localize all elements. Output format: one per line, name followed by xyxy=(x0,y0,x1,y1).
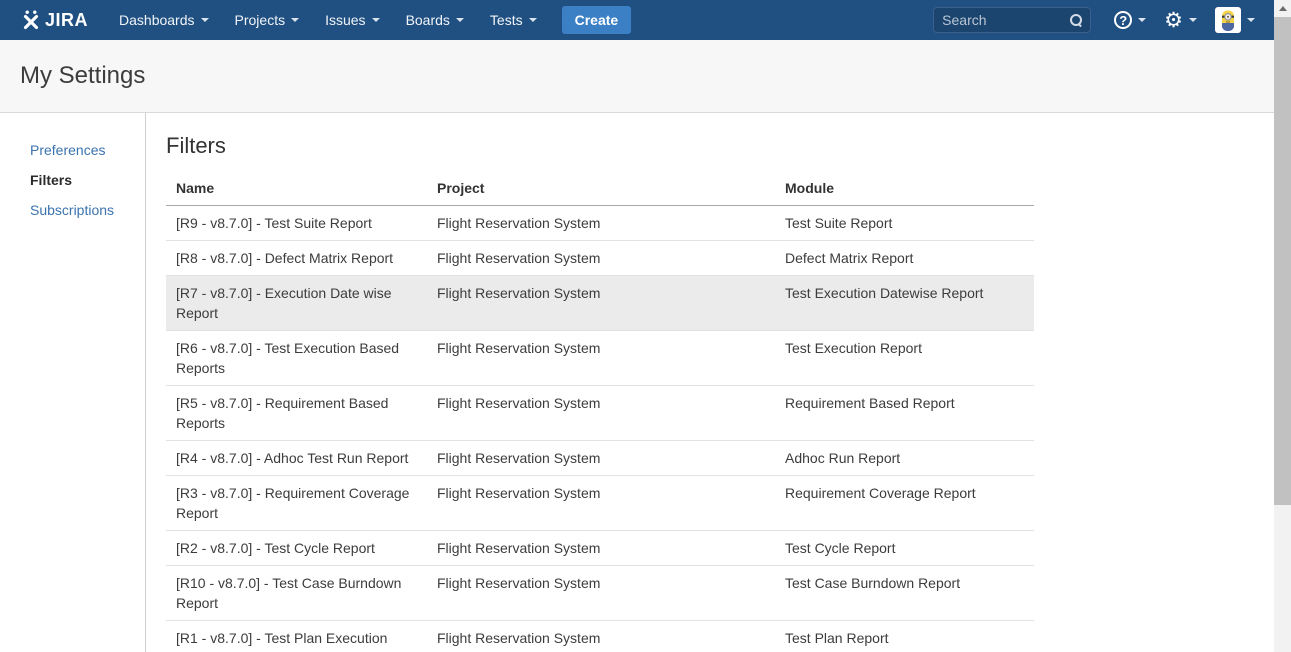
nav-item-label: Dashboards xyxy=(119,12,195,28)
cell-module: Test Suite Report xyxy=(775,205,1034,241)
gear-icon: ⚙ xyxy=(1164,7,1183,32)
table-header-row: Name Project Module xyxy=(166,175,1034,206)
cell-module: Test Case Burndown Report xyxy=(775,565,1034,621)
page-header: My Settings xyxy=(0,40,1274,113)
cell-name: [R5 - v8.7.0] - Requirement Based Report… xyxy=(166,385,427,441)
cell-name: [R2 - v8.7.0] - Test Cycle Report xyxy=(166,530,427,566)
cell-module: Requirement Based Report xyxy=(775,385,1034,441)
cell-name: [R10 - v8.7.0] - Test Case Burndown Repo… xyxy=(166,565,427,621)
avatar xyxy=(1215,7,1241,33)
table-row[interactable]: [R3 - v8.7.0] - Requirement Coverage Rep… xyxy=(166,475,1034,531)
chevron-down-icon xyxy=(455,18,464,22)
cell-project: Flight Reservation System xyxy=(427,240,775,276)
cell-module: Adhoc Run Report xyxy=(775,440,1034,476)
cell-project: Flight Reservation System xyxy=(427,440,775,476)
scrollbar-up-button[interactable] xyxy=(1274,0,1291,17)
chevron-down-icon xyxy=(1247,18,1255,22)
jira-logo[interactable]: JIRA xyxy=(20,9,88,31)
table-row[interactable]: [R1 - v8.7.0] - Test Plan Execution Fligh… xyxy=(166,620,1034,652)
content-area: Preferences Filters Subscriptions Filters … xyxy=(0,113,1274,652)
table-row[interactable]: [R2 - v8.7.0] - Test Cycle Report Flight … xyxy=(166,530,1034,566)
jira-logo-icon xyxy=(23,10,39,30)
cell-project: Flight Reservation System xyxy=(427,275,775,331)
page-title: My Settings xyxy=(20,62,146,89)
nav-item-boards[interactable]: Boards xyxy=(393,0,477,40)
table-row[interactable]: [R4 - v8.7.0] - Adhoc Test Run Report Fli… xyxy=(166,440,1034,476)
cell-name: [R4 - v8.7.0] - Adhoc Test Run Report xyxy=(166,440,427,476)
cell-module: Test Execution Datewise Report xyxy=(775,275,1034,331)
cell-module: Test Cycle Report xyxy=(775,530,1034,566)
cell-name: [R6 - v8.7.0] - Test Execution Based Rep… xyxy=(166,330,427,386)
create-button[interactable]: Create xyxy=(561,6,632,34)
jira-logo-text: JIRA xyxy=(45,9,89,30)
quick-search[interactable] xyxy=(933,7,1092,33)
cell-module: Defect Matrix Report xyxy=(775,240,1034,276)
column-header-name: Name xyxy=(166,175,427,206)
cell-project: Flight Reservation System xyxy=(427,475,775,531)
cell-project: Flight Reservation System xyxy=(427,330,775,386)
nav-item-issues[interactable]: Issues xyxy=(312,0,392,40)
minion-avatar-image xyxy=(1222,10,1234,32)
table-row[interactable]: [R9 - v8.7.0] - Test Suite Report Flight … xyxy=(166,205,1034,241)
cell-project: Flight Reservation System xyxy=(427,565,775,621)
table-row[interactable]: [R7 - v8.7.0] - Execution Date wise Repo… xyxy=(166,275,1034,331)
nav-item-label: Boards xyxy=(405,12,450,28)
settings-sidebar: Preferences Filters Subscriptions xyxy=(0,113,146,652)
main-menu: Dashboards Projects Issues Boards Tests xyxy=(106,0,550,40)
table-row[interactable]: [R8 - v8.7.0] - Defect Matrix Report Flig… xyxy=(166,240,1034,276)
table-row[interactable]: [R10 - v8.7.0] - Test Case Burndown Repo… xyxy=(166,565,1034,621)
sidebar-item-subscriptions[interactable]: Subscriptions xyxy=(30,202,115,218)
cell-module: Test Execution Report xyxy=(775,330,1034,386)
chevron-down-icon xyxy=(528,18,537,22)
column-header-module: Module xyxy=(775,175,1034,206)
table-row[interactable]: [R5 - v8.7.0] - Requirement Based Report… xyxy=(166,385,1034,441)
cell-project: Flight Reservation System xyxy=(427,205,775,241)
nav-item-dashboards[interactable]: Dashboards xyxy=(106,0,222,40)
chevron-down-icon xyxy=(1189,18,1197,22)
chevron-down-icon xyxy=(291,18,300,22)
help-icon: ? xyxy=(1114,11,1133,29)
search-icon xyxy=(1070,14,1083,26)
chevron-down-icon xyxy=(1138,18,1147,22)
scrollbar-thumb[interactable] xyxy=(1274,17,1291,505)
table-row[interactable]: [R6 - v8.7.0] - Test Execution Based Rep… xyxy=(166,330,1034,386)
triangle-up-icon xyxy=(1278,6,1287,11)
cell-name: [R8 - v8.7.0] - Defect Matrix Report xyxy=(166,240,427,276)
nav-item-tests[interactable]: Tests xyxy=(477,0,550,40)
cell-project: Flight Reservation System xyxy=(427,620,775,652)
admin-menu[interactable]: ⚙ xyxy=(1155,0,1206,40)
nav-item-label: Tests xyxy=(489,12,523,28)
cell-module: Requirement Coverage Report xyxy=(775,475,1034,531)
top-navbar: JIRA Dashboards Projects Issues Boards Tests… xyxy=(0,0,1274,40)
section-heading: Filters xyxy=(166,133,226,158)
cell-name: [R3 - v8.7.0] - Requirement Coverage Rep… xyxy=(166,475,427,531)
help-menu[interactable]: ? xyxy=(1105,0,1155,40)
cell-name: [R9 - v8.7.0] - Test Suite Report xyxy=(166,205,427,241)
search-input[interactable] xyxy=(942,12,1071,28)
column-header-project: Project xyxy=(427,175,775,206)
cell-name: [R7 - v8.7.0] - Execution Date wise Repo… xyxy=(166,275,427,331)
chevron-down-icon xyxy=(371,18,380,22)
cell-project: Flight Reservation System xyxy=(427,385,775,441)
nav-item-label: Projects xyxy=(234,12,286,28)
nav-item-projects[interactable]: Projects xyxy=(222,0,313,40)
user-menu[interactable] xyxy=(1206,0,1264,40)
cell-name: [R1 - v8.7.0] - Test Plan Execution xyxy=(166,620,427,652)
nav-item-label: Issues xyxy=(325,12,366,28)
cell-module: Test Plan Report xyxy=(775,620,1034,652)
vertical-scrollbar[interactable] xyxy=(1274,0,1291,652)
cell-project: Flight Reservation System xyxy=(427,530,775,566)
main-panel: Filters Name Project Module [R9 - v8.7.0] … xyxy=(146,113,1274,652)
sidebar-item-preferences[interactable]: Preferences xyxy=(30,142,106,158)
chevron-down-icon xyxy=(200,18,209,22)
sidebar-item-filters[interactable]: Filters xyxy=(30,172,73,188)
filters-table: Name Project Module [R9 - v8.7.0] - Test S… xyxy=(166,175,1034,652)
